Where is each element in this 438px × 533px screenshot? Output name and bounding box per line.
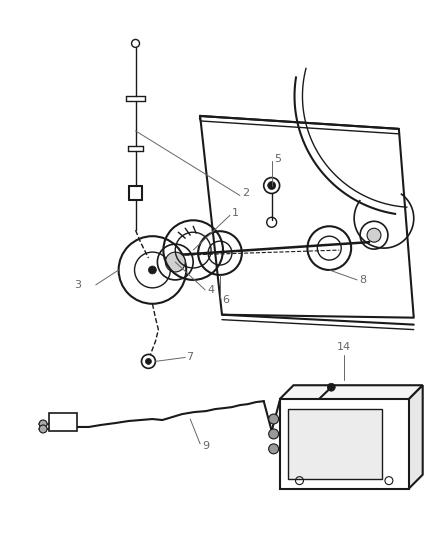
Circle shape bbox=[268, 414, 279, 424]
Bar bbox=[279, 399, 409, 489]
Text: 3: 3 bbox=[74, 280, 81, 290]
Circle shape bbox=[327, 383, 335, 391]
Circle shape bbox=[268, 429, 279, 439]
Circle shape bbox=[268, 182, 276, 190]
Text: 5: 5 bbox=[275, 154, 282, 164]
Text: 8: 8 bbox=[359, 275, 366, 285]
Circle shape bbox=[268, 444, 279, 454]
Polygon shape bbox=[279, 385, 423, 399]
Circle shape bbox=[39, 420, 47, 428]
Text: 4: 4 bbox=[207, 285, 214, 295]
Bar bbox=[288, 409, 382, 479]
Text: 9: 9 bbox=[202, 441, 209, 451]
Circle shape bbox=[367, 228, 381, 242]
Circle shape bbox=[165, 252, 185, 272]
Circle shape bbox=[145, 358, 152, 365]
Polygon shape bbox=[409, 385, 423, 489]
Text: 2: 2 bbox=[242, 189, 249, 198]
Text: 6: 6 bbox=[222, 295, 229, 305]
Bar bbox=[49, 413, 77, 431]
Text: 7: 7 bbox=[186, 352, 193, 362]
Circle shape bbox=[39, 425, 47, 433]
Circle shape bbox=[148, 266, 156, 274]
Text: 14: 14 bbox=[337, 342, 351, 352]
Text: 1: 1 bbox=[232, 208, 239, 219]
